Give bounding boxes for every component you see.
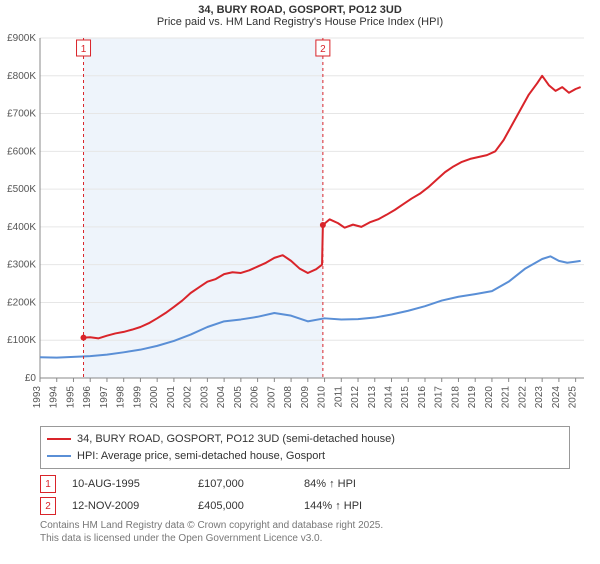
svg-text:1997: 1997 xyxy=(99,386,110,409)
svg-text:£400K: £400K xyxy=(7,222,36,233)
event-delta: 144% ↑ HPI xyxy=(304,500,362,512)
svg-text:2009: 2009 xyxy=(300,386,311,409)
svg-text:2017: 2017 xyxy=(434,386,445,409)
event-marker: 2 xyxy=(40,497,56,515)
svg-text:2025: 2025 xyxy=(568,386,579,409)
svg-text:2015: 2015 xyxy=(400,386,411,409)
svg-text:2003: 2003 xyxy=(199,386,210,409)
svg-text:2: 2 xyxy=(320,44,326,55)
svg-text:2024: 2024 xyxy=(551,386,562,409)
svg-text:£700K: £700K xyxy=(7,109,36,120)
svg-text:2020: 2020 xyxy=(484,386,495,409)
svg-text:£500K: £500K xyxy=(7,184,36,195)
svg-text:£200K: £200K xyxy=(7,297,36,308)
event-row: 1 10-AUG-1995 £107,000 84% ↑ HPI xyxy=(40,475,570,493)
legend: 34, BURY ROAD, GOSPORT, PO12 3UD (semi-d… xyxy=(40,426,570,469)
svg-text:£600K: £600K xyxy=(7,146,36,157)
event-row: 2 12-NOV-2009 £405,000 144% ↑ HPI xyxy=(40,497,570,515)
svg-text:£100K: £100K xyxy=(7,335,36,346)
legend-item: HPI: Average price, semi-detached house,… xyxy=(47,448,563,465)
svg-text:1999: 1999 xyxy=(132,386,143,409)
svg-text:2005: 2005 xyxy=(233,386,244,409)
svg-text:2000: 2000 xyxy=(149,386,160,409)
svg-text:£900K: £900K xyxy=(7,33,36,44)
svg-text:2002: 2002 xyxy=(183,386,194,409)
svg-text:2010: 2010 xyxy=(317,386,328,409)
svg-text:2019: 2019 xyxy=(467,386,478,409)
svg-text:2008: 2008 xyxy=(283,386,294,409)
svg-text:2011: 2011 xyxy=(333,386,344,408)
page-subtitle: Price paid vs. HM Land Registry's House … xyxy=(0,16,600,28)
svg-text:1998: 1998 xyxy=(116,386,127,409)
svg-text:2006: 2006 xyxy=(250,386,261,409)
svg-text:2023: 2023 xyxy=(534,386,545,409)
svg-text:2018: 2018 xyxy=(450,386,461,409)
legend-swatch xyxy=(47,455,71,457)
svg-text:2014: 2014 xyxy=(384,386,395,409)
svg-text:2001: 2001 xyxy=(166,386,177,409)
svg-text:2007: 2007 xyxy=(266,386,277,409)
legend-swatch xyxy=(47,438,71,440)
chart-svg: £0 £100K £200K £300K £400K £500K £600K £700K £80… xyxy=(0,32,600,422)
svg-text:2013: 2013 xyxy=(367,386,378,409)
svg-text:2022: 2022 xyxy=(517,386,528,409)
events-table: 1 10-AUG-1995 £107,000 84% ↑ HPI 2 12-NOV-200… xyxy=(40,475,570,515)
price-chart: £0 £100K £200K £300K £400K £500K £600K £700K £80… xyxy=(0,32,600,422)
legend-item: 34, BURY ROAD, GOSPORT, PO12 3UD (semi-d… xyxy=(47,431,563,448)
svg-text:2012: 2012 xyxy=(350,386,361,409)
event-delta: 84% ↑ HPI xyxy=(304,478,356,490)
footer-line-2: This data is licensed under the Open Gov… xyxy=(40,532,570,545)
event-date: 12-NOV-2009 xyxy=(72,500,182,512)
event-price: £405,000 xyxy=(198,500,288,512)
svg-text:1995: 1995 xyxy=(65,386,76,409)
footer-line-1: Contains HM Land Registry data © Crown c… xyxy=(40,519,570,532)
svg-text:£300K: £300K xyxy=(7,260,36,271)
legend-label: 34, BURY ROAD, GOSPORT, PO12 3UD (semi-d… xyxy=(77,431,395,448)
svg-text:1994: 1994 xyxy=(49,386,60,409)
svg-text:1: 1 xyxy=(81,44,87,55)
svg-text:£0: £0 xyxy=(25,373,37,384)
legend-label: HPI: Average price, semi-detached house,… xyxy=(77,448,325,465)
svg-text:2016: 2016 xyxy=(417,386,428,409)
footer: Contains HM Land Registry data © Crown c… xyxy=(40,519,570,545)
svg-text:1993: 1993 xyxy=(32,386,43,409)
svg-text:2004: 2004 xyxy=(216,386,227,409)
svg-text:2021: 2021 xyxy=(501,386,512,409)
event-price: £107,000 xyxy=(198,478,288,490)
svg-text:£800K: £800K xyxy=(7,71,36,82)
page-title: 34, BURY ROAD, GOSPORT, PO12 3UD xyxy=(0,4,600,16)
event-marker: 1 xyxy=(40,475,56,493)
svg-text:1996: 1996 xyxy=(82,386,93,409)
event-date: 10-AUG-1995 xyxy=(72,478,182,490)
